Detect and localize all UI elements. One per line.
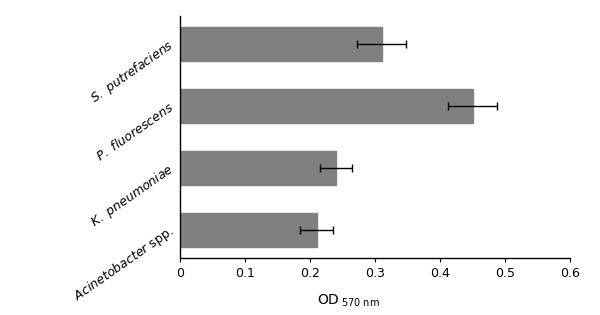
Text: $\it{S.}$ $\it{putrefaciens}$: $\it{S.}$ $\it{putrefaciens}$: [87, 37, 177, 107]
Bar: [180, 151, 336, 185]
Text: $\it{Acinetobacter}$ spp.: $\it{Acinetobacter}$ spp.: [70, 223, 177, 305]
Text: $\it{P.}$ $\it{fluorescens}$: $\it{P.}$ $\it{fluorescens}$: [93, 100, 176, 164]
Bar: [180, 89, 473, 123]
Text: $\it{K.}$ $\it{pneumoniae}$: $\it{K.}$ $\it{pneumoniae}$: [87, 161, 177, 231]
Bar: [180, 27, 382, 61]
Bar: [180, 213, 317, 247]
Text: OD$_{\mathregular{\ 570\ nm}}$: OD$_{\mathregular{\ 570\ nm}}$: [317, 292, 379, 309]
